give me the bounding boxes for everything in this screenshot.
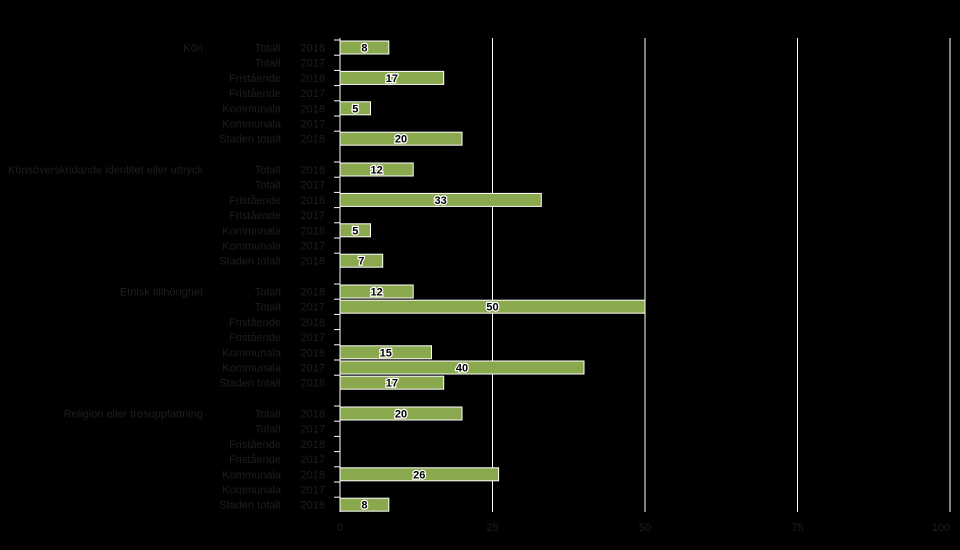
bar-value-label: 5 xyxy=(352,103,358,115)
data-labels: 8 17 5 20 12 33 5 7 12 50 15 40 17 20 26 8 xyxy=(351,41,500,513)
bar-value-label: 8 xyxy=(361,500,367,512)
category-labels: Kön Totalt 2018 Totalt 2017 Fristående 2018 Fri… xyxy=(8,43,325,512)
sector-label: Totalt xyxy=(255,424,281,436)
sector-label: Totalt xyxy=(255,165,281,177)
gridlines xyxy=(492,38,951,512)
year-label: 2017 xyxy=(301,210,325,222)
sector-label: Fristående xyxy=(229,439,281,451)
sector-label: Totalt xyxy=(255,43,281,55)
sector-label: Kommunala xyxy=(222,363,282,375)
sector-label: Kommunala xyxy=(222,485,282,497)
group-label: Etnisk tillhörighet xyxy=(120,287,203,299)
sector-label: Staden totalt xyxy=(219,134,281,146)
year-label: 2018 xyxy=(301,378,325,390)
year-label: 2018 xyxy=(301,195,325,207)
year-label: 2018 xyxy=(301,43,325,55)
bar-value-label: 15 xyxy=(380,347,392,359)
sector-label: Kommunala xyxy=(222,347,282,359)
x-tick-label: 100 xyxy=(932,522,950,534)
sector-label: Totalt xyxy=(255,180,281,192)
year-label: 2018 xyxy=(301,73,325,85)
bar-value-label: 33 xyxy=(435,195,447,207)
year-label: 2018 xyxy=(301,469,325,481)
sector-label: Fristående xyxy=(229,210,281,222)
x-tick-label: 0 xyxy=(337,522,343,534)
year-label: 2017 xyxy=(301,454,325,466)
sector-label: Totalt xyxy=(255,409,281,421)
year-label: 2018 xyxy=(301,225,325,237)
bar-value-label: 17 xyxy=(386,73,398,85)
sector-label: Totalt xyxy=(255,58,281,70)
sector-label: Fristående xyxy=(229,73,281,85)
sector-label: Totalt xyxy=(255,287,281,299)
bar-value-label: 5 xyxy=(352,225,358,237)
year-label: 2018 xyxy=(301,256,325,268)
year-label: 2018 xyxy=(301,439,325,451)
bar-value-label: 50 xyxy=(486,302,498,314)
year-label: 2018 xyxy=(301,165,325,177)
year-label: 2017 xyxy=(301,332,325,344)
bar-value-label: 26 xyxy=(413,469,425,481)
year-label: 2017 xyxy=(301,88,325,100)
year-label: 2017 xyxy=(301,363,325,375)
group-label: Kön xyxy=(183,43,203,55)
year-label: 2018 xyxy=(301,409,325,421)
sector-label: Fristående xyxy=(229,195,281,207)
year-label: 2017 xyxy=(301,302,325,314)
bar-value-label: 17 xyxy=(386,378,398,390)
year-label: 2018 xyxy=(301,500,325,512)
x-tick-label: 50 xyxy=(639,522,651,534)
bar-value-label: 12 xyxy=(370,165,382,177)
group-label: Könsöverskridande identitet eller uttryc… xyxy=(8,165,204,177)
sector-label: Fristående xyxy=(229,88,281,100)
year-label: 2017 xyxy=(301,241,325,253)
bar-value-label: 7 xyxy=(358,256,364,268)
x-tick-label: 25 xyxy=(486,522,498,534)
bar-value-label: 20 xyxy=(395,409,407,421)
bar-value-label: 12 xyxy=(370,287,382,299)
sector-label: Fristående xyxy=(229,454,281,466)
year-label: 2018 xyxy=(301,103,325,115)
year-label: 2018 xyxy=(301,317,325,329)
sector-label: Kommunala xyxy=(222,241,282,253)
sector-label: Staden totalt xyxy=(219,500,281,512)
sector-label: Kommunala xyxy=(222,119,282,131)
year-label: 2018 xyxy=(301,347,325,359)
sector-label: Kommunala xyxy=(222,103,282,115)
sector-label: Fristående xyxy=(229,317,281,329)
x-axis-ticks: 0 25 50 75 100 xyxy=(337,522,950,534)
year-label: 2018 xyxy=(301,287,325,299)
bar-value-label: 8 xyxy=(361,43,367,55)
year-label: 2017 xyxy=(301,424,325,436)
group-label: Religion eller trosuppfattning xyxy=(64,409,203,421)
sector-label: Fristående xyxy=(229,332,281,344)
year-label: 2017 xyxy=(301,485,325,497)
sector-label: Staden totalt xyxy=(219,378,281,390)
x-tick-label: 75 xyxy=(791,522,803,534)
sector-label: Kommunala xyxy=(222,469,282,481)
sector-label: Kommunala xyxy=(222,225,282,237)
y-axis xyxy=(334,38,341,512)
sector-label: Staden totalt xyxy=(219,256,281,268)
year-label: 2017 xyxy=(301,58,325,70)
year-label: 2018 xyxy=(301,134,325,146)
year-label: 2017 xyxy=(301,180,325,192)
sector-label: Totalt xyxy=(255,302,281,314)
bar-value-label: 20 xyxy=(395,134,407,146)
bar-value-label: 40 xyxy=(456,363,468,375)
year-label: 2017 xyxy=(301,119,325,131)
